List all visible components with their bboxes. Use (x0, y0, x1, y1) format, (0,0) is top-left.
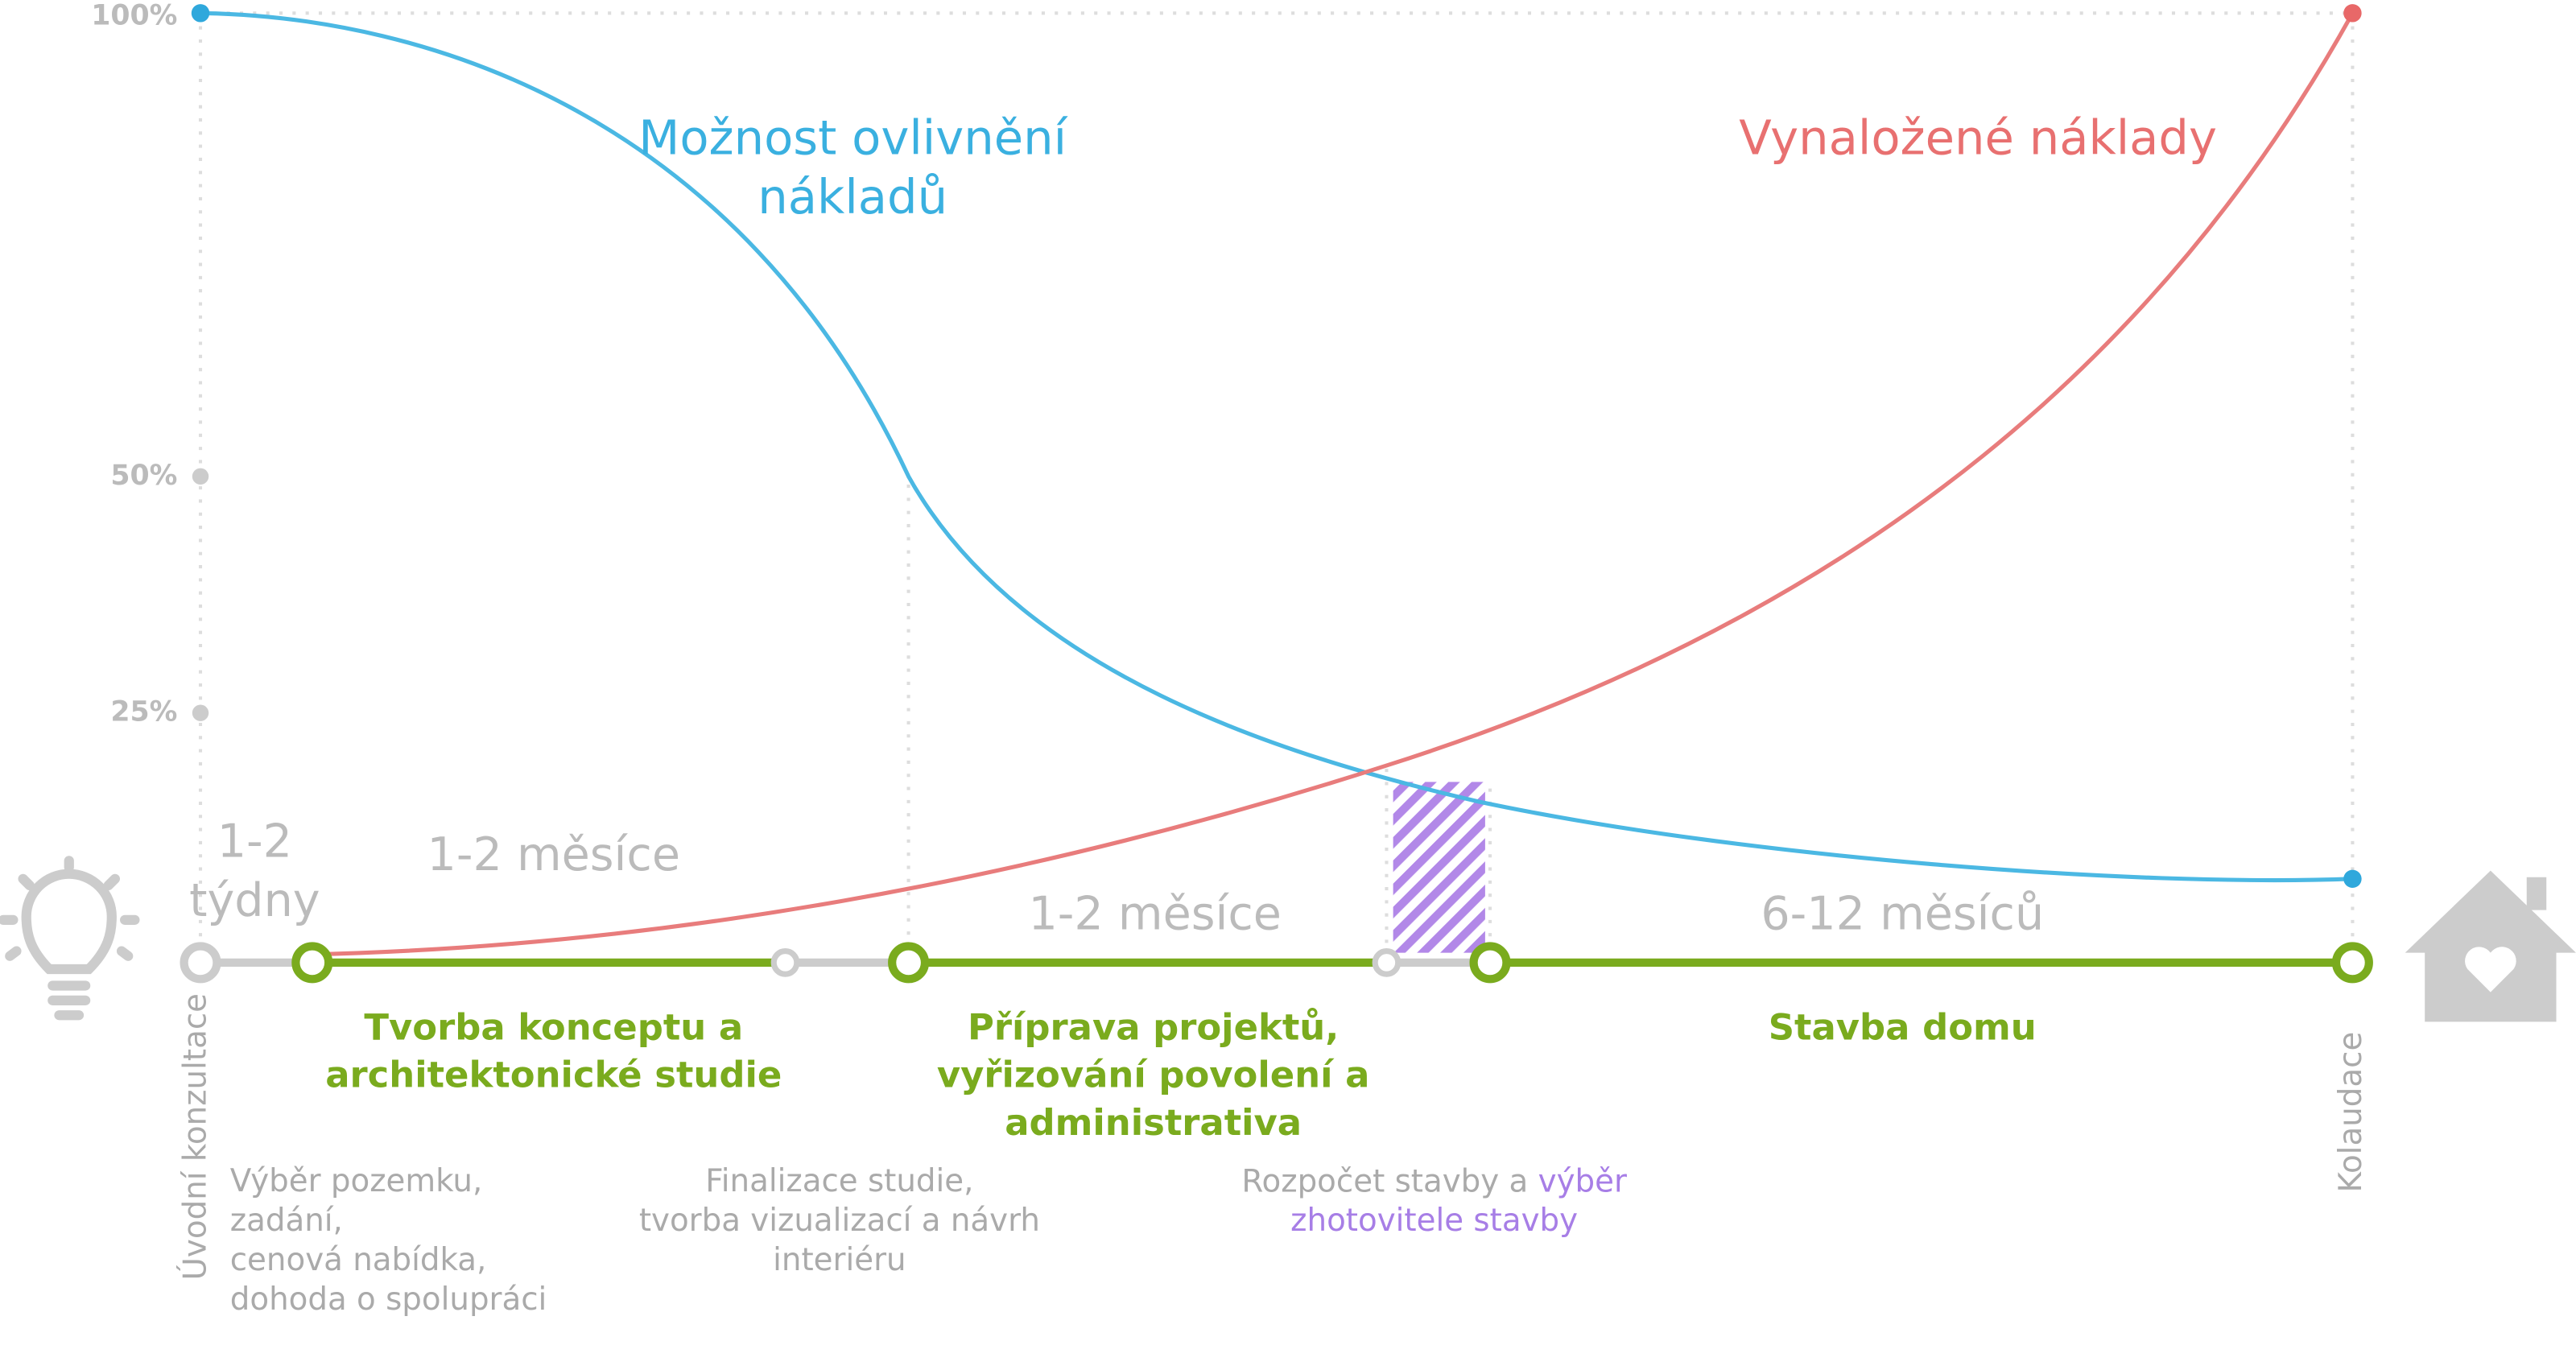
note: Výběr pozemku, (230, 1163, 483, 1199)
duration: 6-12 měsíců (1761, 887, 2044, 940)
note: interiéru (773, 1242, 906, 1278)
cost-curve (312, 12, 2355, 957)
duration: 1-2 měsíce (427, 828, 680, 881)
note: tvorba vizualizací a návrh (639, 1203, 1040, 1239)
phase: vyřizování povolení a (937, 1054, 1370, 1096)
influence-curve (200, 10, 2353, 883)
note: dohoda o spolupráci (230, 1281, 547, 1318)
phase: Tvorba konceptu a (364, 1006, 743, 1049)
note-highlight: zhotovitele stavby (1290, 1203, 1578, 1239)
axis-label: 25% (110, 696, 177, 728)
axis-dot (192, 704, 209, 721)
phase: administrativa (1005, 1101, 1302, 1144)
curve-label: nákladů (758, 169, 947, 225)
house-icon (2405, 870, 2576, 1022)
guides (198, 11, 2355, 963)
curve-dot (191, 4, 210, 23)
curve-dot (2343, 869, 2362, 889)
axis-label: 50% (110, 460, 177, 492)
note: zadání, (230, 1203, 343, 1239)
duration: 1-2 měsíce (1028, 887, 1281, 940)
note: Rozpočet stavby a výběr (1241, 1163, 1627, 1199)
milestone: Kolaudace (2333, 1032, 2369, 1193)
milestone: Úvodní konzultace (175, 993, 213, 1280)
hatched-area (1393, 782, 1485, 953)
note: Rozpočet stavby a (1241, 1163, 1528, 1199)
curve-dot (2343, 4, 2362, 23)
duration: týdny (189, 874, 320, 927)
timeline (180, 942, 2373, 984)
note: Finalizace studie, (705, 1163, 973, 1199)
note: cenová nabídka, (230, 1242, 487, 1278)
duration: 1-2 (217, 815, 292, 869)
note-highlight: výběr (1538, 1163, 1627, 1199)
phase: Příprava projektů, (968, 1006, 1339, 1049)
curve-label: Vynaložené náklady (1739, 110, 2217, 166)
bulb-icon (0, 856, 140, 1021)
axis-label: 100% (91, 0, 177, 31)
axis-dot (192, 468, 209, 485)
phase: architektonické studie (325, 1054, 782, 1096)
curve-label: Možnost ovlivnění (638, 110, 1067, 166)
phase: Stavba domu (1769, 1006, 2037, 1049)
